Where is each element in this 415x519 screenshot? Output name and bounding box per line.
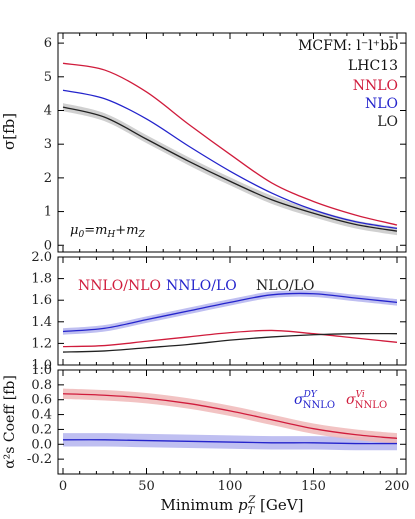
y-tick-label: 1.0 [31,363,52,378]
series-line [62,439,398,445]
series-line [62,89,398,230]
legend-sigma-vi: σVi NNLO [346,390,387,411]
annotation-lhc13: LHC13 [348,58,398,74]
y-tick-label: 0.4 [31,408,52,423]
y-tick-label: 5 [44,70,52,85]
coeff-panel-frame [57,369,407,475]
series-line [62,62,398,226]
annotation-mcfm: MCFM: l⁻l⁺bb̄ [298,36,398,54]
x-tick-label: 0 [59,479,67,494]
coefficient-panel: -0.20.00.20.40.60.81.0 α²s Coeff [fb] σD… [2,33,409,517]
y-tick-label: 2.0 [31,250,52,265]
uncertainty-band [63,388,397,444]
y-tick-label: 1.6 [31,293,52,308]
y-tick-label: 0.2 [31,422,52,437]
coeff-y-axis-label: α²s Coeff [fb] [2,375,18,469]
cross-section-panel: 0 1 2 3 4 5 6 σ[fb] MCFM: l⁻l⁺bb̄ LHC13 NNLO N… [0,32,407,253]
y-tick-label: 1.4 [31,315,52,330]
series-line [62,106,398,232]
y-tick-label: -0.2 [27,452,52,467]
y-tick-label: 0.6 [31,393,52,408]
x-axis-label: Minimum pTZ [GeV] [161,495,304,517]
top-panel-frame [57,32,407,253]
x-tick-label: 50 [138,479,155,494]
series-line [62,393,398,439]
y-tick-label: 0.0 [31,437,52,452]
series-line [62,292,398,333]
ratio-label-nnlo-nlo: NNLO/NLO [78,278,161,294]
y-tick-label: 4 [44,103,52,118]
x-tick-label: 100 [218,479,243,494]
x-tick-label: 200 [385,479,410,494]
legend-sigma-dy: σDY NNLO [294,390,335,411]
uncertainty-band [63,103,397,236]
y-tick-label: 2 [44,171,52,186]
y-tick-label: 1.8 [31,272,52,287]
legend-nnlo: NNLO [353,78,398,94]
y-tick-label: 1.2 [31,336,52,351]
scale-label: μ0=mH+mZ [70,223,146,240]
y-tick-label: 1.0 [31,358,52,373]
y-tick-label: 6 [44,36,52,51]
y-tick-label: 3 [44,137,52,152]
ratio-panel-frame [57,256,407,366]
ratio-label-nnlo-lo: NNLO/LO [166,278,237,294]
ratio-label-nlo-lo: NLO/LO [256,278,315,294]
legend-nlo: NLO [365,96,398,112]
series-line [62,329,398,348]
series-line [62,332,398,353]
x-tick-label: 150 [301,479,326,494]
y-axis-label: σ[fb] [0,113,18,150]
legend-lo: LO [377,114,398,130]
y-tick-label: 0 [44,238,52,253]
y-tick-label: 0.8 [31,378,52,393]
y-tick-label: 1 [44,205,52,220]
uncertainty-band [63,290,397,335]
ratio-panel: 1.0 1.2 1.4 1.6 1.8 2.0 NNLO/NLO NNLO/LO NLO/… [31,250,407,373]
